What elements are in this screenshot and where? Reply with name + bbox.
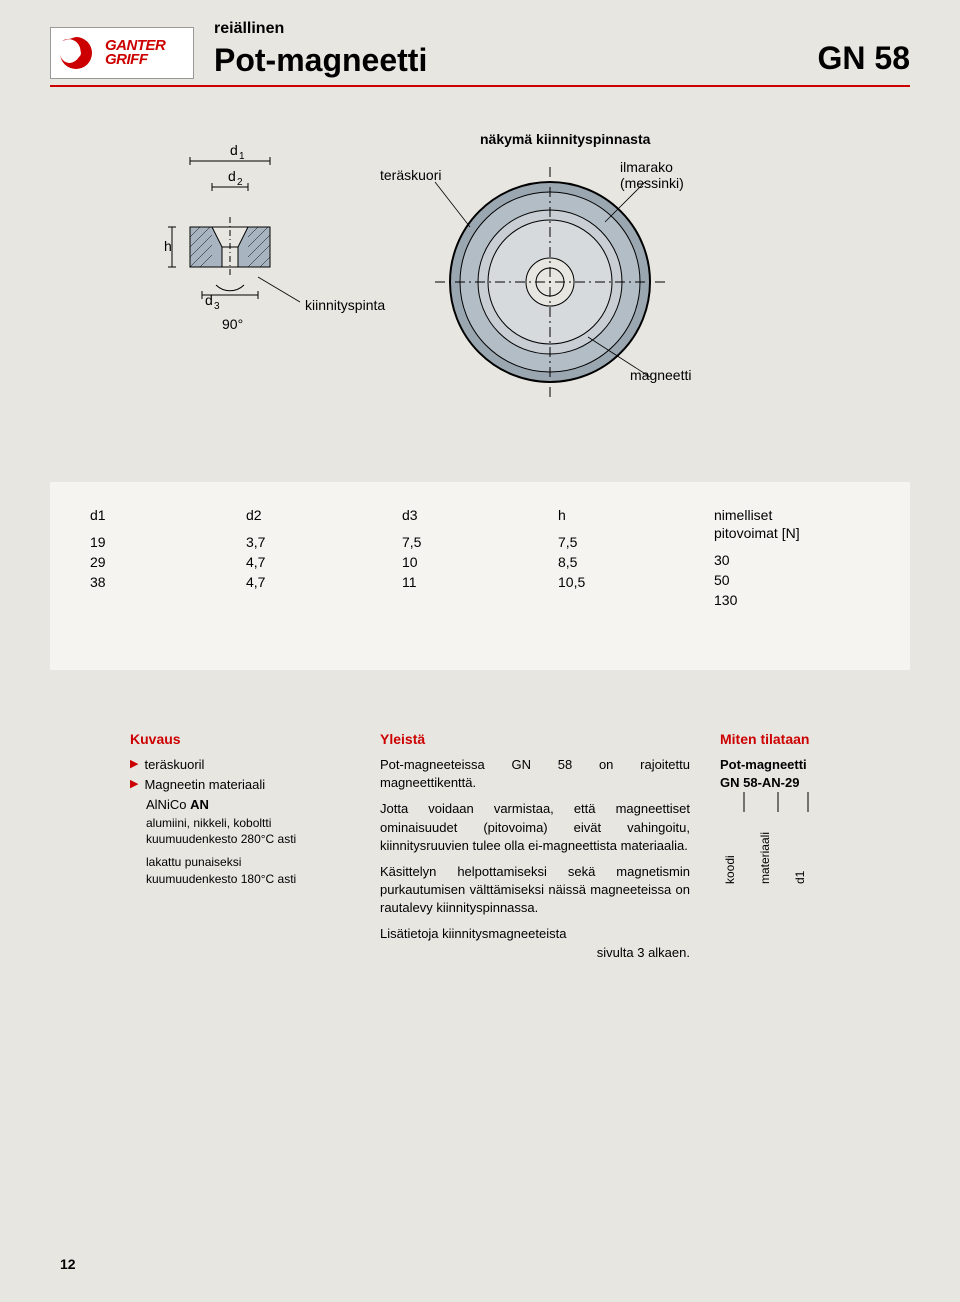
yleista-heading: Yleistä	[380, 730, 690, 750]
subtitle: reiällinen	[214, 20, 798, 38]
yleista-section: Yleistä Pot-magneeteissa GN 58 on rajoit…	[380, 730, 690, 961]
svg-text:h: h	[164, 238, 172, 254]
order-key-lines-icon	[720, 792, 850, 818]
label-teraskuori: teräskuori	[380, 167, 441, 183]
cell: 4,7	[246, 572, 402, 592]
kuvaus-heading: Kuvaus	[130, 730, 350, 750]
svg-text:1: 1	[239, 151, 245, 162]
mat-line5: kuumuudenkesto 180°C asti	[146, 871, 350, 888]
top-view-diagram: näkymä kiinnityspinnasta teräskuori ilma…	[410, 137, 690, 422]
cell: 19	[90, 532, 246, 552]
cell: 10,5	[558, 572, 714, 592]
th-force-2: pitovoimat [N]	[714, 525, 800, 541]
y-p3: Käsittelyn helpottamiseksi sekä magnetis…	[380, 863, 690, 918]
label-ilmarako-1: ilmarako	[620, 159, 673, 175]
v-koodi: koodi	[722, 832, 739, 884]
cell: 50	[714, 570, 870, 590]
y-p5: sivulta 3 alkaen.	[380, 944, 690, 962]
svg-text:d: d	[230, 142, 238, 158]
v-d1: d1	[792, 832, 809, 884]
cell: 4,7	[246, 552, 402, 572]
divider	[50, 85, 910, 87]
spec-table: d1 19 29 38 d2 3,7 4,7 4,7 d3 7,5 10 11 …	[50, 482, 910, 670]
cell: 3,7	[246, 532, 402, 552]
logo: GANTER GRIFF	[50, 27, 194, 79]
kuvaus-item1: teräskuoril	[144, 756, 204, 774]
th-force-1: nimelliset	[714, 507, 772, 523]
cell: 30	[714, 550, 870, 570]
til-line2: GN 58-AN-29	[720, 774, 870, 792]
th-d1: d1	[90, 507, 106, 523]
svg-text:2: 2	[237, 177, 243, 188]
svg-text:d: d	[205, 292, 213, 308]
kuvaus-item2: Magneetin materiaali	[144, 776, 265, 794]
y-p4: Lisätietoja kiinnitysmagneeteista	[380, 925, 690, 943]
mat-line2: alumiini, nikkeli, koboltti	[146, 815, 350, 832]
page-title: Pot-magneetti	[214, 42, 798, 79]
label-magneetti: magneetti	[630, 367, 691, 383]
tilataan-heading: Miten tilataan	[720, 730, 870, 750]
logo-swirl-icon	[56, 33, 96, 73]
mat-line4: lakattu punaiseksi	[146, 854, 350, 871]
svg-text:90°: 90°	[222, 316, 243, 332]
label-kiinnityspinta: kiinnityspinta	[305, 297, 385, 313]
kuvaus-section: Kuvaus ▶ teräskuoril ▶ Magneetin materiaal…	[130, 730, 350, 961]
label-ilmarako-2: (messinki)	[620, 175, 684, 191]
page-number: 12	[60, 1256, 76, 1272]
label-top: näkymä kiinnityspinnasta	[480, 131, 650, 147]
svg-text:d: d	[228, 168, 236, 184]
v-materiaali: materiaali	[757, 832, 774, 884]
y-p2: Jotta voidaan varmistaa, että magneettis…	[380, 800, 690, 855]
mat-line1a: AlNiCo	[146, 797, 190, 812]
logo-text-bottom: GRIFF	[105, 53, 148, 67]
y-p1: Pot-magneeteissa GN 58 on rajoitettu mag…	[380, 756, 690, 792]
cell: 38	[90, 572, 246, 592]
cell: 7,5	[558, 532, 714, 552]
cell: 11	[402, 572, 558, 592]
til-line1: Pot-magneetti	[720, 756, 870, 774]
th-d3: d3	[402, 507, 418, 523]
tilataan-section: Miten tilataan Pot-magneetti GN 58-AN-29…	[720, 730, 870, 961]
cell: 7,5	[402, 532, 558, 552]
cell: 29	[90, 552, 246, 572]
cell: 10	[402, 552, 558, 572]
cell: 8,5	[558, 552, 714, 572]
cross-section-diagram: d1 d2 h	[150, 137, 350, 422]
mat-line3: kuumuudenkesto 280°C asti	[146, 831, 350, 848]
bullet-icon: ▶	[130, 776, 138, 794]
th-h: h	[558, 507, 566, 523]
product-code: GN 58	[818, 40, 910, 77]
cell: 130	[714, 590, 870, 610]
bullet-icon: ▶	[130, 756, 138, 774]
th-d2: d2	[246, 507, 262, 523]
mat-line1b: AN	[190, 797, 209, 812]
svg-text:3: 3	[214, 301, 220, 312]
